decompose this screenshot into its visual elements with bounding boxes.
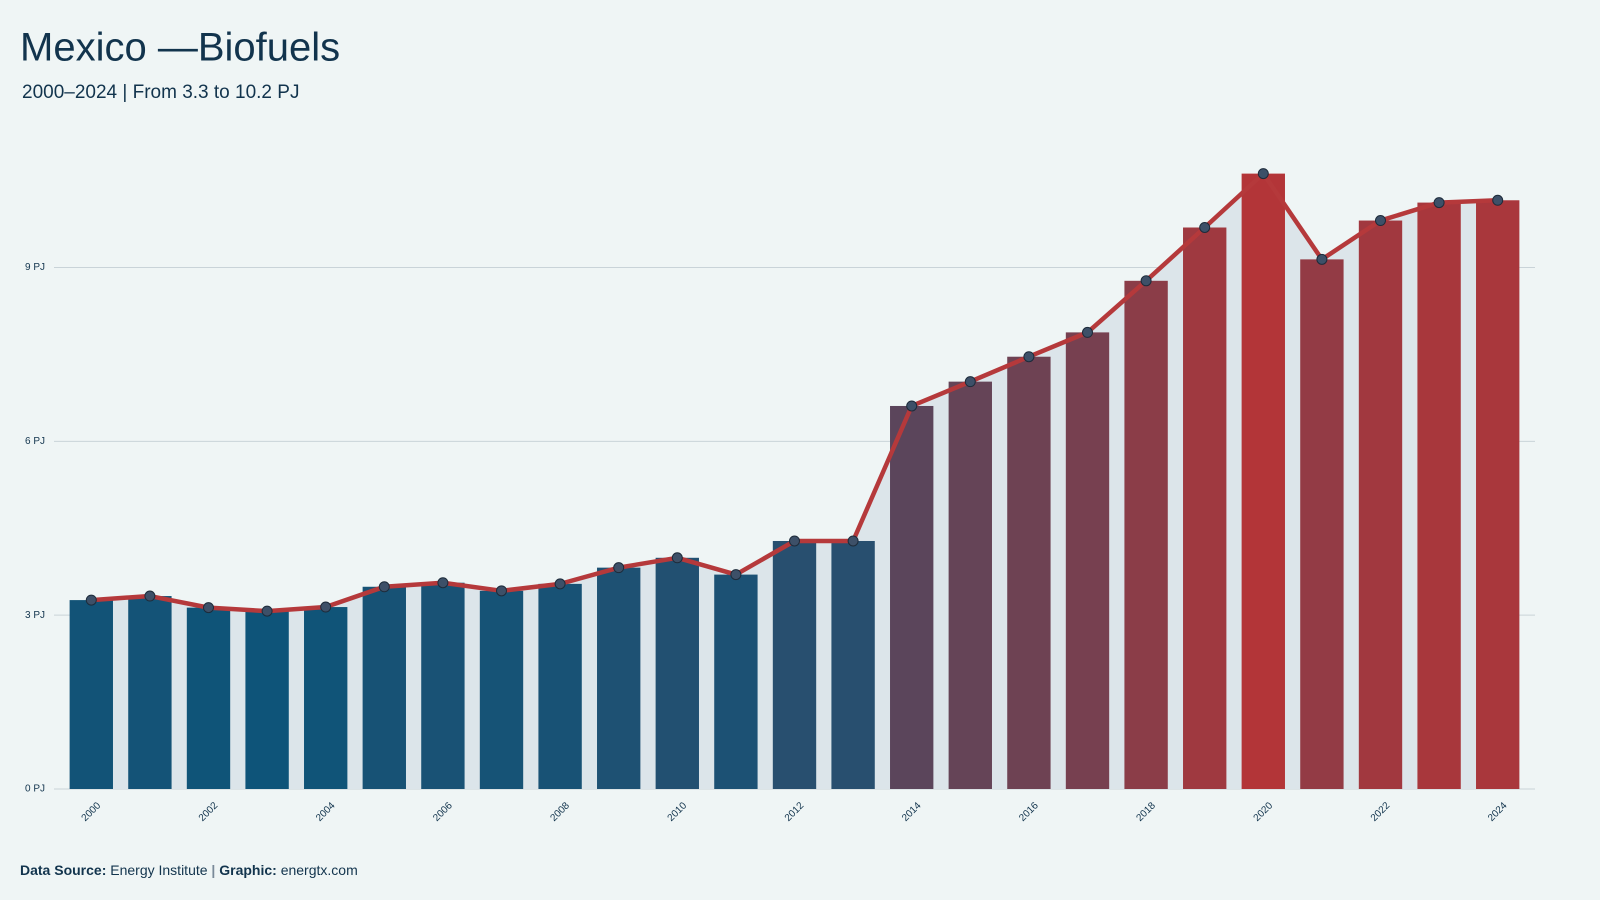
marker: [730, 569, 742, 581]
marker: [847, 535, 859, 547]
bar: [1358, 220, 1403, 789]
marker: [1082, 326, 1093, 338]
source: Energy Institute: [110, 862, 207, 878]
bar: [304, 607, 348, 789]
marker: [1433, 197, 1445, 209]
marker: [437, 577, 449, 589]
marker: [613, 562, 625, 574]
bar: [69, 600, 113, 789]
bar: [421, 582, 465, 789]
chart-title: Mexico —Biofuels: [20, 26, 340, 70]
bar: [1183, 227, 1227, 790]
bar: [948, 381, 992, 789]
bar: [831, 540, 875, 789]
marker: [1140, 275, 1152, 287]
bar: [1300, 259, 1344, 789]
bar: [479, 590, 524, 789]
marker: [496, 585, 507, 597]
y-tick-label: 6 PJ: [25, 436, 45, 447]
bar: [890, 405, 934, 789]
separator: |: [211, 862, 215, 878]
bar: [1124, 280, 1168, 789]
marker: [554, 578, 566, 590]
source-label: Data Source:: [20, 862, 106, 878]
marker: [1316, 253, 1328, 265]
graphic-label: Graphic:: [219, 862, 277, 878]
y-tick-label: 0 PJ: [25, 784, 45, 795]
marker: [1199, 221, 1211, 233]
bar: [1241, 173, 1285, 789]
bar: [1065, 332, 1110, 789]
marker: [203, 602, 214, 614]
bar: [655, 557, 699, 789]
bar: [714, 574, 758, 789]
bar: [772, 540, 817, 789]
bar: [186, 607, 231, 789]
marker: [320, 601, 332, 613]
bar: [1007, 356, 1051, 789]
bar: [1476, 200, 1520, 789]
marker: [906, 400, 918, 412]
bar: [1417, 202, 1461, 789]
marker: [85, 594, 97, 606]
bar: [597, 567, 641, 789]
marker: [378, 581, 390, 593]
graphic: energtx.com: [281, 862, 358, 878]
bar: [128, 596, 172, 789]
marker: [1023, 351, 1035, 363]
marker: [261, 605, 273, 617]
marker: [144, 590, 156, 602]
marker: [789, 535, 800, 547]
footer: Data Source: Energy Institute | Graphic:…: [20, 862, 358, 878]
y-tick-label: 9 PJ: [25, 262, 45, 273]
bar: [538, 583, 582, 789]
marker: [1257, 168, 1269, 180]
bar: [245, 611, 289, 789]
y-tick-label: 3 PJ: [25, 610, 45, 621]
marker: [1492, 194, 1504, 206]
chart-subtitle: 2000–2024 | From 3.3 to 10.2 PJ: [22, 82, 299, 103]
bar: [362, 586, 406, 789]
marker: [964, 376, 976, 388]
marker: [671, 552, 683, 564]
marker: [1375, 215, 1386, 227]
